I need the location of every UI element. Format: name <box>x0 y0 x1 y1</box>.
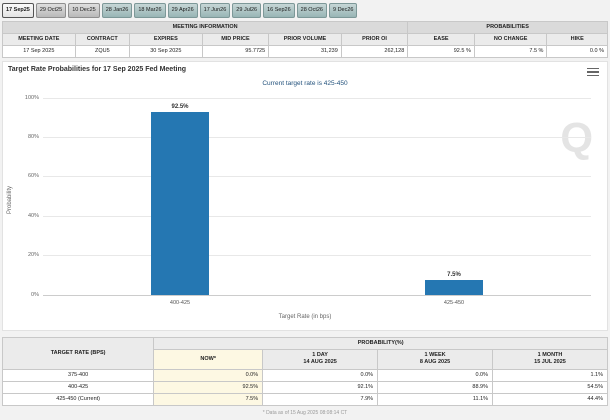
info-value: 0.0 % <box>546 44 608 58</box>
info-col-header: PRIOR OI <box>340 32 409 46</box>
target-rate-header: TARGET RATE (BPS) <box>1 336 155 370</box>
table-row: 375-400 0.0% 0.0% 0.0% 1.1% <box>1 368 608 382</box>
data-footnote: * Data as of 15 Aug 2025 08:08:14 CT <box>262 409 348 416</box>
gridline <box>43 215 591 217</box>
tab-9-dec26[interactable]: 9 Dec26 <box>328 3 358 18</box>
probability-cell: 92.1% <box>262 380 379 394</box>
y-tick-label: 20% <box>27 252 39 259</box>
probability-cell: 44.4% <box>492 392 608 406</box>
prob-subheader-row: NOW* 1 DAY 14 AUG 2025 1 WEEK 8 AUG 2025 1 MO… <box>3 348 608 370</box>
info-col-header: MEETING DATE <box>2 32 76 46</box>
info-value: 30 Sep 2025 <box>129 44 203 58</box>
bar-value-label: 92.5% <box>171 104 189 111</box>
probability-cell: 0.0% <box>377 368 494 382</box>
prob-col-header: 1 DAY 14 AUG 2025 <box>262 348 379 370</box>
gridline <box>43 255 591 257</box>
y-tick-label: 80% <box>27 133 39 140</box>
tab-29-apr26[interactable]: 29 Apr26 <box>167 3 198 18</box>
info-value: 7.5 % <box>473 44 548 58</box>
probability-cell: 1.1% <box>492 368 608 382</box>
prob-col-header: NOW* <box>153 348 264 370</box>
info-value: 17 Sep 2025 <box>2 44 76 58</box>
y-tick-label: 60% <box>27 173 39 180</box>
bar-value-label: 7.5% <box>447 271 461 278</box>
probability-cell: 11.1% <box>377 392 494 406</box>
meeting-information-header: MEETING INFORMATION <box>1 20 409 34</box>
tab-16-sep26[interactable]: 16 Sep26 <box>263 3 295 18</box>
info-value: 95.7725 <box>201 44 270 58</box>
tab-17-jun26[interactable]: 17 Jun26 <box>199 3 231 18</box>
prob-table-body: 375-400 0.0% 0.0% 0.0% 1.1% 400-425 92.5% 92.1%… <box>1 368 608 406</box>
tab-18-mar26[interactable]: 18 Mar26 <box>134 3 166 18</box>
prob-col-header: 1 WEEK 8 AUG 2025 <box>377 348 494 370</box>
info-columns-row: MEETING DATE CONTRACT EXPIRES MID PRICE PRIO… <box>2 32 608 46</box>
target-rate-cell: 425-450 (Current) <box>1 392 155 406</box>
probability-cell: 0.0% <box>153 368 264 382</box>
y-axis-title: Probability <box>7 185 13 214</box>
info-value: 31,239 <box>268 44 342 58</box>
table-row: 425-450 (Current) 7.5% 7.9% 11.1% 44.4% <box>1 392 608 406</box>
tab-28-oct26[interactable]: 28 Oct26 <box>296 3 327 18</box>
chart-subtitle: Current target rate is 425-450 <box>262 79 348 87</box>
gridline <box>43 176 591 178</box>
probability-cell: 7.9% <box>262 392 379 406</box>
tab-17-sep25[interactable]: 17 Sep25 <box>2 3 34 18</box>
tab-29-jul26[interactable]: 29 Jul26 <box>232 3 262 18</box>
probability-history-table: TARGET RATE (BPS) PROBABILITY(%) NOW* 1 D… <box>1 336 608 406</box>
target-rate-cell: 400-425 <box>1 380 155 394</box>
probability-cell: 7.5% <box>153 392 264 406</box>
hamburger-menu-icon[interactable] <box>587 67 599 79</box>
tab-29-oct25[interactable]: 29 Oct25 <box>35 3 67 18</box>
info-value: ZQU5 <box>74 44 131 58</box>
info-col-header: MID PRICE <box>201 32 270 46</box>
prob-col-header: 1 MONTH 15 JUL 2025 <box>492 348 608 370</box>
info-value: 92.5 % <box>407 44 475 58</box>
y-tick-label: 0% <box>31 291 39 298</box>
info-values-row: 17 Sep 2025 ZQU5 30 Sep 2025 95.7725 31,239 2… <box>2 44 608 58</box>
probability-pct-header: PROBABILITY(%) <box>153 336 608 350</box>
tab-10-dec25[interactable]: 10 Dec25 <box>68 3 100 18</box>
x-axis-title: Target Rate (in bps) <box>278 313 332 320</box>
probability-cell: 88.9% <box>377 380 494 394</box>
probabilities-header: PROBABILITIES <box>407 20 608 34</box>
x-category-label: 425-450 <box>443 299 465 306</box>
y-tick-label: 100% <box>24 94 39 101</box>
bar-425-450[interactable] <box>425 279 483 295</box>
probability-cell: 54.5% <box>492 380 608 394</box>
chart-title: Target Rate Probabilities for 17 Sep 202… <box>8 65 187 73</box>
target-rate-cell: 375-400 <box>1 368 155 382</box>
meeting-info-table: MEETING INFORMATION PROBABILITIES MEETIN… <box>1 20 608 58</box>
plot-area: 0% 20% 40% 60% 80% 100% 92.5% 400-425 7.5% 425-45… <box>25 95 591 306</box>
info-col-header: CONTRACT <box>74 32 131 46</box>
probability-cell: 0.0% <box>262 368 379 382</box>
info-col-header: HIKE <box>546 32 608 46</box>
tab-28-jan26[interactable]: 28 Jan26 <box>101 3 133 18</box>
y-tick-label: 40% <box>27 212 39 219</box>
bar-400-425[interactable] <box>151 112 209 295</box>
info-col-header: EASE <box>407 32 475 46</box>
info-col-header: EXPIRES <box>129 32 203 46</box>
table-row: 400-425 92.5% 92.1% 88.9% 54.5% <box>1 380 608 394</box>
info-col-header: NO CHANGE <box>473 32 548 46</box>
meeting-tabs: 17 Sep25 29 Oct25 10 Dec25 28 Jan26 18 Mar26… <box>0 0 610 20</box>
x-category-label: 400-425 <box>169 299 191 306</box>
gridline <box>43 136 591 138</box>
probability-cell: 92.5% <box>153 380 264 394</box>
gridline <box>43 97 591 99</box>
info-col-header: PRIOR VOLUME <box>268 32 342 46</box>
info-value: 262,128 <box>340 44 409 58</box>
probability-chart: Target Rate Probabilities for 17 Sep 202… <box>2 60 608 331</box>
